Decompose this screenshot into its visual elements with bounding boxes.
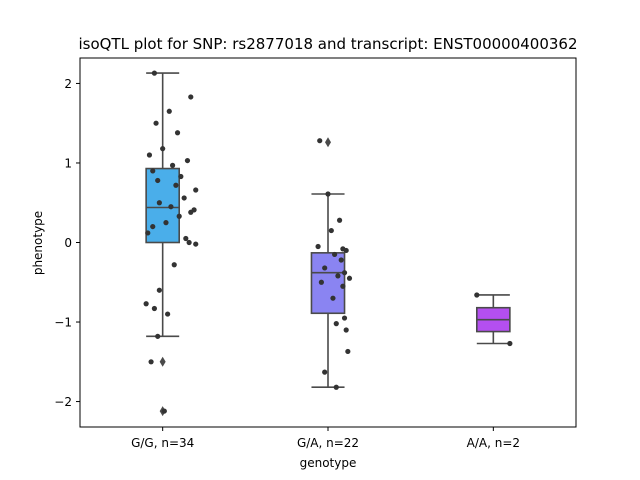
y-tick-label: −1: [54, 316, 72, 330]
data-point: [333, 384, 339, 390]
data-point: [341, 270, 348, 276]
data-point: [178, 173, 184, 180]
data-point: [160, 146, 166, 152]
data-point: [171, 262, 177, 268]
box-group: [145, 72, 180, 417]
data-point: [155, 177, 161, 184]
data-point: [156, 287, 162, 293]
data-point: [338, 257, 344, 263]
plot-area: [143, 70, 513, 417]
data-point: [145, 230, 151, 236]
data-point: [150, 168, 156, 174]
data-point: [151, 305, 157, 312]
data-point: [328, 227, 334, 234]
box: [145, 167, 180, 244]
data-point: [333, 321, 339, 327]
data-point: [166, 108, 172, 114]
data-point: [173, 182, 179, 188]
data-point: [176, 213, 182, 219]
data-point: [181, 195, 187, 201]
chart-title: isoQTL plot for SNP: rs2877018 and trans…: [78, 35, 577, 53]
y-tick-label: 1: [64, 156, 72, 170]
y-axis-label: phenotype: [31, 211, 45, 275]
y-axis: −2 −1 0 1 2: [54, 77, 80, 409]
data-point: [188, 94, 194, 100]
data-point: [193, 187, 199, 193]
data-point: [151, 70, 157, 76]
data-point: [340, 246, 346, 252]
data-point: [184, 157, 191, 164]
x-tick-label: G/A, n=22: [297, 436, 359, 450]
data-point: [183, 235, 189, 242]
data-point: [186, 239, 192, 246]
data-point: [335, 273, 341, 279]
data-point: [346, 275, 353, 281]
data-point: [161, 408, 167, 414]
y-tick-label: −2: [54, 395, 72, 409]
data-point: [193, 241, 199, 247]
box-group: [310, 137, 346, 389]
data-point: [156, 200, 162, 206]
data-point: [168, 204, 174, 210]
data-point: [165, 311, 171, 317]
x-axis-label: genotype: [300, 456, 357, 470]
box-group: [475, 294, 511, 345]
data-point: [325, 191, 331, 197]
data-point: [507, 340, 513, 347]
y-tick-label: 0: [64, 236, 72, 250]
data-point: [155, 333, 161, 339]
point-group: [315, 138, 353, 390]
data-point: [332, 251, 338, 258]
x-tick-label: G/G, n=34: [131, 436, 194, 450]
data-point: [148, 359, 154, 365]
data-point: [146, 152, 153, 158]
data-point: [343, 327, 349, 333]
data-point: [474, 292, 480, 298]
x-tick-label: A/A, n=2: [467, 436, 520, 450]
data-point: [345, 348, 351, 355]
data-point: [336, 217, 343, 223]
data-point: [318, 279, 324, 285]
data-point: [330, 295, 336, 301]
outlier-marker: [325, 137, 331, 148]
data-point: [317, 138, 323, 144]
outlier-marker: [159, 356, 166, 367]
data-point: [153, 120, 159, 126]
data-point: [341, 315, 348, 321]
data-point: [322, 265, 328, 271]
data-point: [315, 243, 321, 250]
y-tick-label: 2: [64, 77, 72, 91]
data-point: [150, 223, 156, 230]
x-axis: G/G, n=34 G/A, n=22 A/A, n=2: [131, 427, 520, 450]
data-point: [163, 220, 169, 226]
point-group: [143, 70, 199, 414]
box: [310, 252, 346, 315]
data-point: [143, 301, 149, 307]
data-point: [191, 207, 197, 213]
data-point: [322, 369, 328, 375]
point-group: [474, 292, 513, 347]
data-point: [169, 162, 176, 168]
data-point: [340, 283, 346, 289]
data-point: [174, 130, 181, 136]
